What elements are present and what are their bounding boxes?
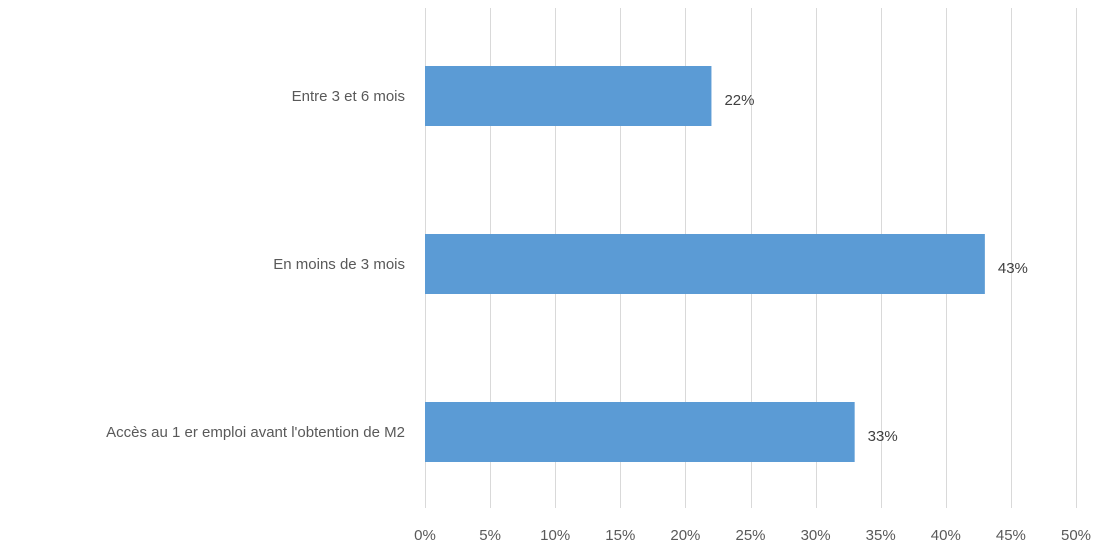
data-label: 43%	[998, 260, 1028, 277]
data-label: 33%	[868, 428, 898, 445]
x-tick-label: 0%	[414, 527, 436, 544]
x-axis-tick-labels: 0% 5% 10% 15% 20% 25% 30% 35% 40% 45% 50%	[414, 527, 1091, 544]
x-tick-label: 35%	[866, 527, 896, 544]
bars	[425, 66, 985, 462]
data-label: 22%	[724, 92, 754, 109]
x-tick-label: 25%	[735, 527, 765, 544]
x-tick-label: 10%	[540, 527, 570, 544]
x-tick-label: 45%	[996, 527, 1026, 544]
category-labels: Entre 3 et 6 mois En moins de 3 mois Accès…	[106, 88, 405, 441]
x-tick-label: 20%	[670, 527, 700, 544]
x-tick-label: 30%	[801, 527, 831, 544]
x-tick-label: 50%	[1061, 527, 1091, 544]
x-tick-label: 5%	[479, 527, 501, 544]
category-label: En moins de 3 mois	[273, 256, 405, 273]
x-tick-label: 15%	[605, 527, 635, 544]
bar	[425, 234, 985, 294]
category-label: Entre 3 et 6 mois	[292, 88, 405, 105]
x-tick-label: 40%	[931, 527, 961, 544]
bar	[425, 402, 855, 462]
data-labels: 22% 43% 33%	[724, 92, 1027, 445]
bar	[425, 66, 712, 126]
category-label: Accès au 1 er emploi avant l'obtention d…	[106, 424, 405, 441]
